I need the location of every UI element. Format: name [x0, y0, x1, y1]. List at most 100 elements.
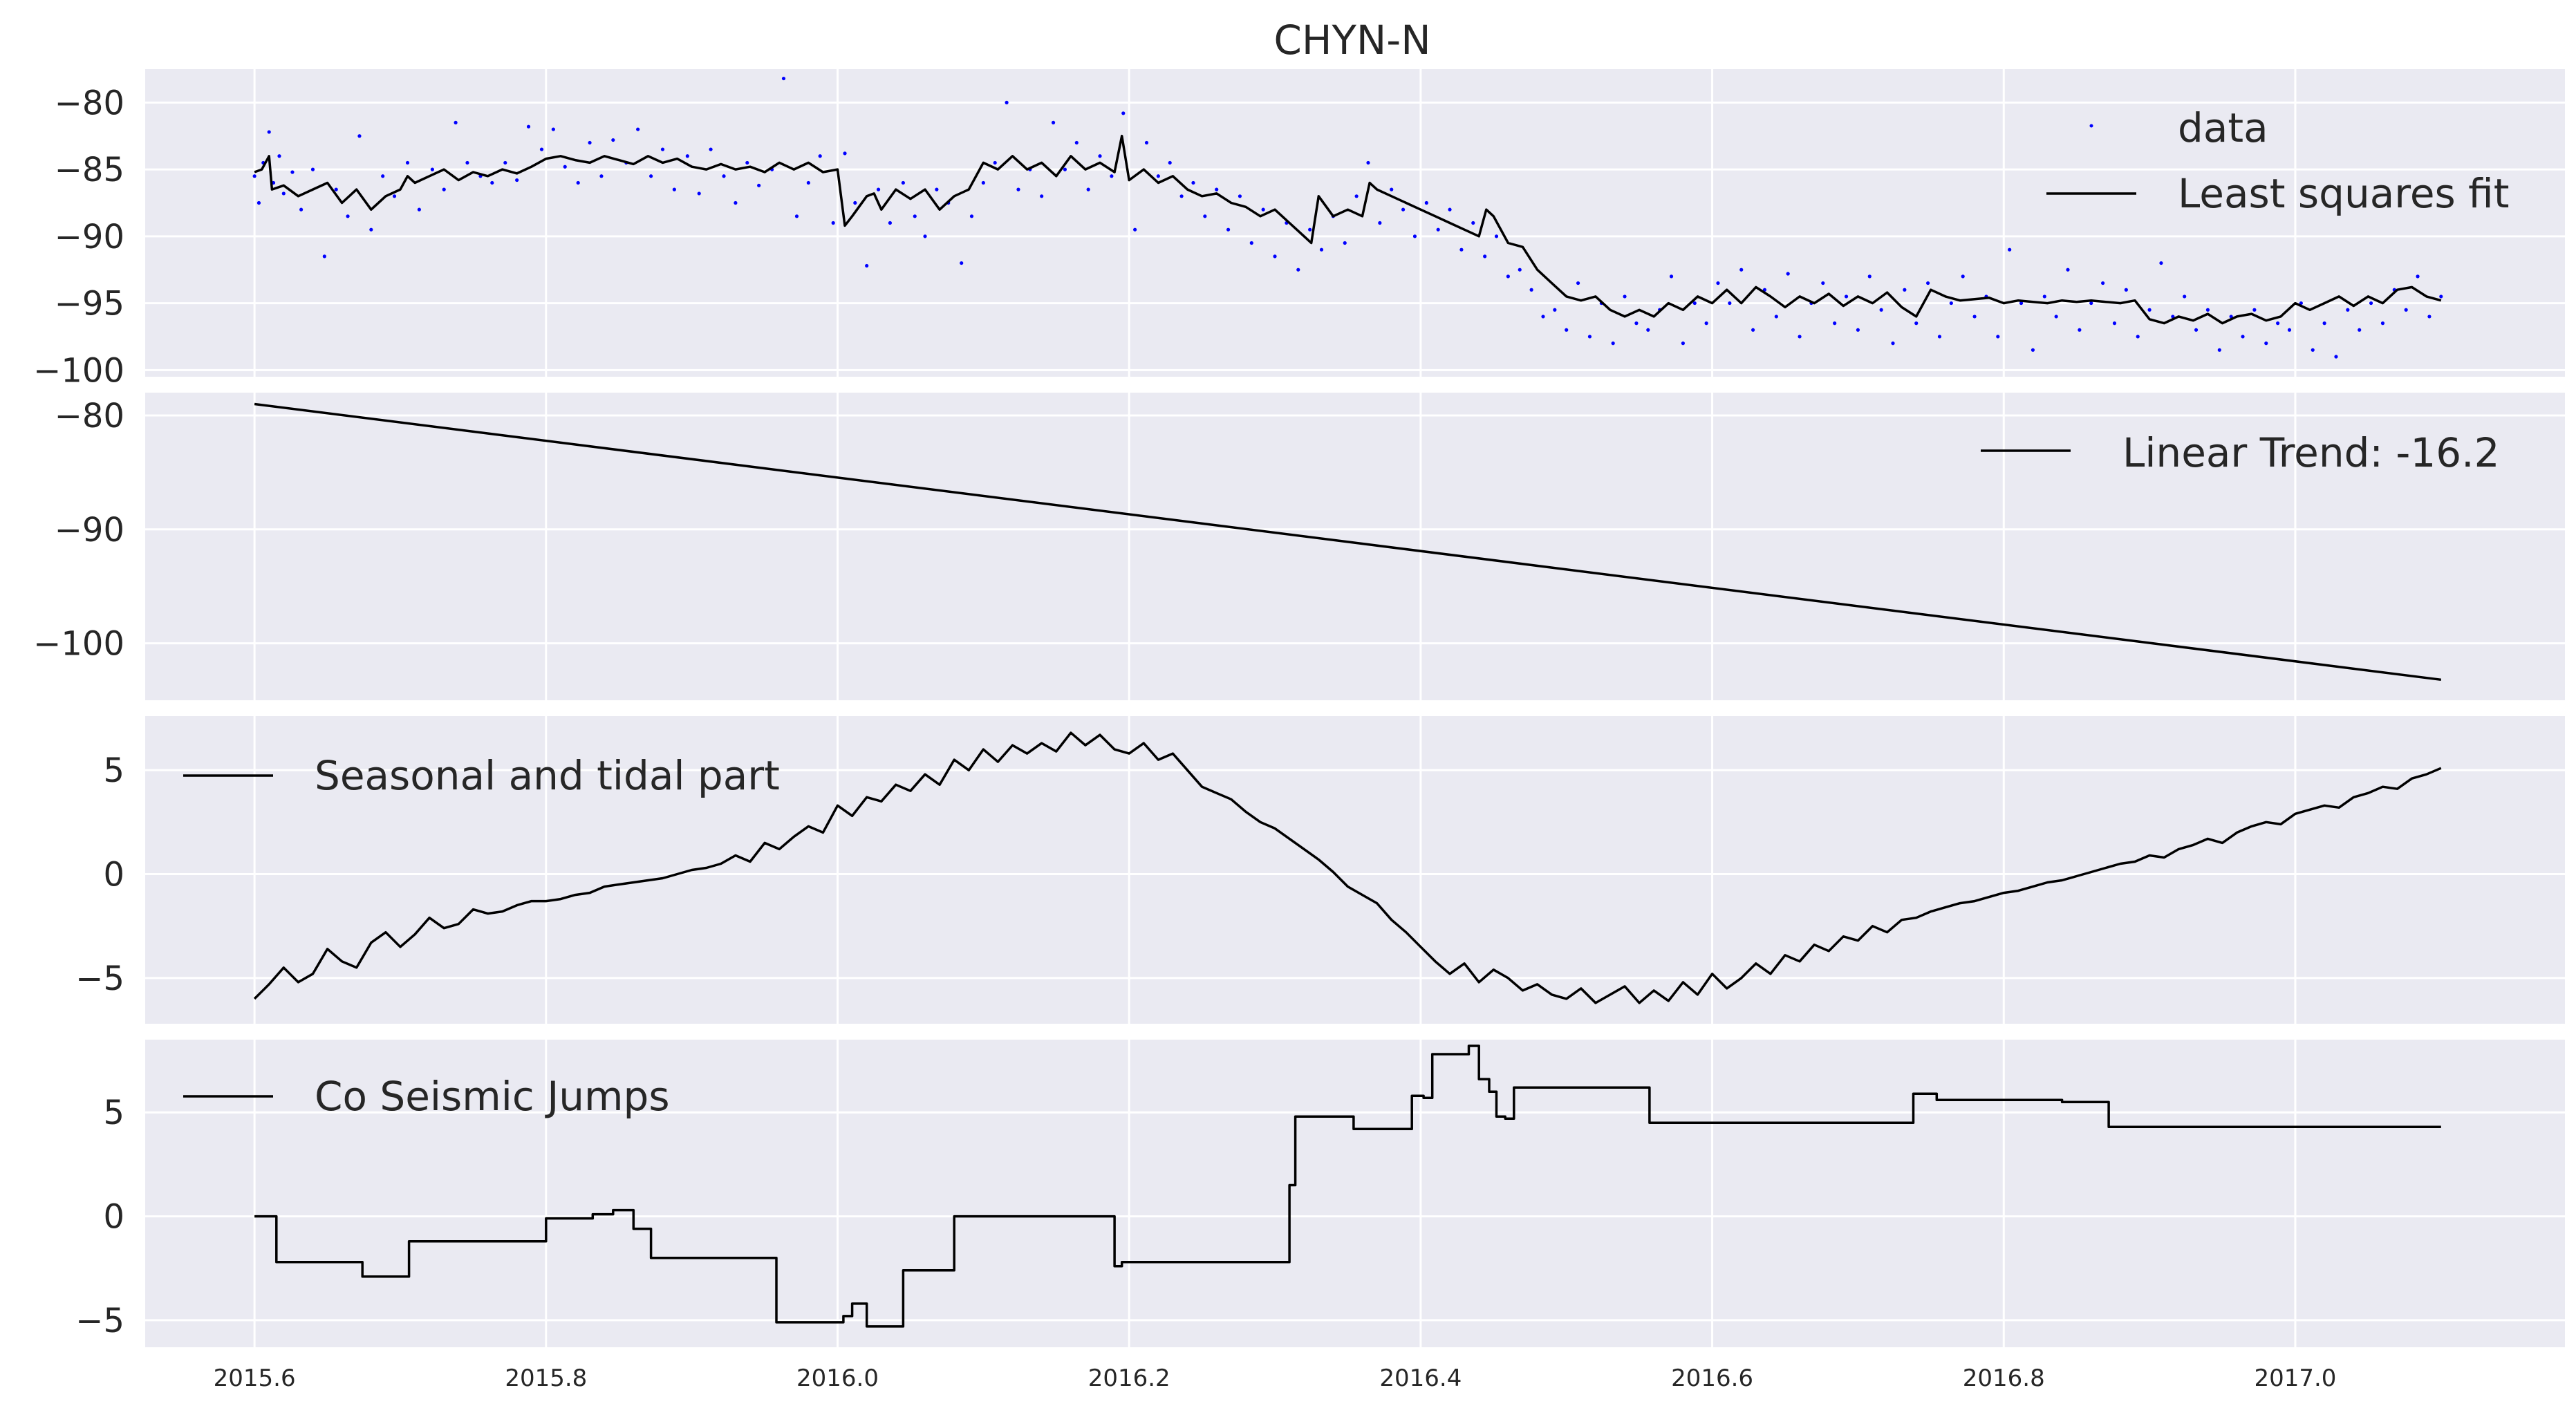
data-point — [853, 200, 857, 205]
data-point — [781, 76, 786, 81]
data-point — [2416, 274, 2420, 279]
x-tick-label: 2016.8 — [1963, 1365, 2045, 1392]
data-point — [1366, 160, 1370, 165]
series-line-seasonal-and-tidal-part — [253, 731, 2442, 1004]
data-point — [1215, 187, 1219, 191]
data-point — [818, 154, 822, 158]
series-line-least-squares-fit — [254, 134, 2442, 325]
data-point — [876, 187, 881, 191]
panel-data-fit-y-tick-label: −85 — [55, 151, 124, 189]
panel-trend-y-tick-label: −80 — [55, 397, 124, 435]
panel-data-fit-legend: data Least squares fit — [2046, 104, 2509, 217]
panel-trend-background — [145, 393, 2565, 700]
data-point — [2334, 355, 2338, 359]
data-point — [1390, 187, 1394, 191]
x-tick-label: 2016.0 — [796, 1365, 879, 1392]
data-point — [745, 160, 749, 165]
panel-jumps-x-gridlines — [253, 1040, 2297, 1347]
data-point — [1576, 281, 1580, 285]
data-point — [1238, 194, 1242, 198]
panel-trend-y-tick-label: −100 — [33, 625, 124, 664]
data-point — [588, 140, 592, 145]
data-point — [1483, 254, 1487, 259]
data-point — [1074, 140, 1079, 145]
data-point — [806, 180, 810, 185]
data-point — [2124, 288, 2128, 292]
data-point — [1191, 180, 1195, 185]
data-point — [310, 167, 315, 171]
data-point — [697, 191, 701, 196]
data-point — [576, 180, 580, 185]
data-point — [2358, 328, 2362, 332]
data-point — [2089, 301, 2093, 306]
data-point — [369, 227, 373, 232]
data-point — [1110, 174, 1114, 178]
data-point — [2159, 261, 2163, 265]
data-point — [1669, 274, 1674, 279]
data-point — [2066, 268, 2070, 272]
data-point — [1448, 207, 1452, 212]
data-point — [2346, 308, 2350, 312]
data-point — [1798, 335, 1802, 339]
panel-seasonal-y-gridlines — [145, 769, 2565, 980]
data-point — [2019, 301, 2024, 306]
data-point — [2112, 321, 2117, 326]
data-point — [267, 130, 271, 134]
data-point — [888, 221, 893, 225]
data-point — [1459, 247, 1464, 252]
panel-data-fit: −80 −85 −90 −95 −100 data Least squares fit — [33, 69, 2565, 390]
panel-data-fit-y-tick-label: −80 — [55, 84, 124, 122]
data-point — [1121, 111, 1126, 115]
data-point — [1565, 328, 1569, 332]
data-point — [1063, 167, 1067, 171]
data-point — [1833, 321, 1837, 326]
panel-jumps-y-gridlines — [145, 1111, 2565, 1322]
data-point — [454, 120, 458, 124]
data-point — [256, 200, 261, 205]
panel-seasonal: 5 0 −5 Seasonal and tidal part — [75, 716, 2565, 1024]
panel-jumps-legend: Co Seismic Jumps — [183, 1073, 670, 1120]
data-point — [1879, 308, 1883, 312]
data-point — [1762, 288, 1767, 292]
panel-trend-x-gridlines — [253, 393, 2297, 700]
data-point — [1611, 341, 1615, 346]
data-point — [1098, 154, 1102, 158]
data-point — [2183, 294, 2187, 299]
data-point — [563, 165, 567, 169]
data-point — [2031, 348, 2035, 352]
data-point — [865, 263, 869, 268]
data-point — [1436, 227, 1440, 232]
x-tick-label: 2016.6 — [1671, 1365, 1753, 1392]
data-point — [1494, 234, 1499, 238]
legend-label-data: data — [2178, 104, 2268, 151]
data-point — [709, 147, 713, 151]
panel-jumps-y-tick-label: 5 — [103, 1094, 124, 1132]
data-point — [322, 254, 326, 259]
data-point — [913, 214, 917, 218]
data-point — [1704, 321, 1708, 326]
panel-seasonal-y-tick-label: 5 — [103, 751, 124, 790]
data-point — [503, 160, 507, 165]
data-point — [1739, 268, 1744, 272]
data-point — [1914, 321, 1919, 326]
data-point — [1774, 315, 1778, 319]
data-point — [1751, 328, 1755, 332]
x-tick-label: 2016.2 — [1088, 1365, 1170, 1392]
data-point — [1506, 274, 1510, 279]
data-point — [1412, 234, 1417, 238]
data-point — [1016, 187, 1020, 191]
data-point — [1005, 100, 1009, 104]
panel-seasonal-background — [145, 716, 2565, 1024]
panel-jumps-marks — [254, 1044, 2441, 1328]
data-point — [2136, 335, 2140, 339]
data-point — [969, 214, 974, 218]
data-point — [1623, 294, 1627, 299]
panel-trend-y-tick-label: −90 — [55, 511, 124, 550]
panel-seasonal-y-tick-label: 0 — [103, 856, 124, 894]
data-point — [1587, 335, 1592, 339]
data-point — [281, 191, 286, 196]
data-point — [299, 207, 304, 212]
data-point — [2054, 315, 2058, 319]
data-point — [1226, 227, 1231, 232]
